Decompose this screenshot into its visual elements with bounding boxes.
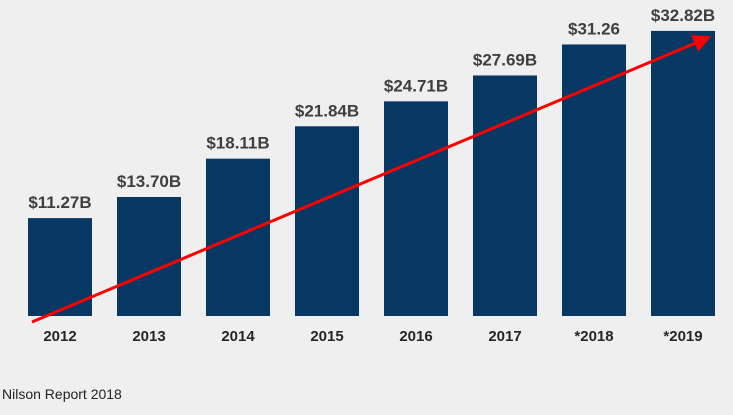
bar-proj-2018 (562, 44, 626, 316)
data-label-2017: $27.69B (473, 50, 537, 69)
x-tick-2016: 2016 (399, 328, 432, 345)
bar-2017 (473, 75, 537, 316)
data-label-proj-2018: $31.26 (568, 19, 620, 38)
bars-group (28, 30, 715, 317)
x-tick-2014: 2014 (221, 328, 255, 345)
bar-2015 (295, 126, 359, 316)
data-label-2014: $18.11B (206, 134, 269, 153)
bar-2014 (206, 158, 270, 316)
bar-2016 (384, 101, 448, 317)
source-caption: Nilson Report 2018 (2, 386, 122, 402)
data-label-2015: $21.84B (295, 101, 359, 120)
x-tick-proj-2018: *2018 (574, 328, 613, 345)
data-label-2012: $11.27B (28, 193, 91, 212)
data-label-2013: $13.70B (117, 172, 181, 191)
bar-2013 (117, 196, 181, 316)
x-tick-proj-2019: *2019 (663, 328, 702, 345)
x-tick-2017: 2017 (488, 328, 521, 345)
trend-arrow (31, 35, 712, 324)
x-tick-2013: 2013 (132, 328, 165, 345)
data-label-proj-2019: $32.82B (651, 6, 715, 25)
bar-proj-2019 (651, 30, 715, 317)
data-label-2016: $24.71B (384, 76, 448, 95)
x-tick-2015: 2015 (310, 328, 343, 345)
x-axis-tick-labels: 2012 2013 2014 2015 2016 2017 *2018 *2019 (43, 328, 702, 345)
data-labels-group: $11.27B $13.70B $18.11B $21.84B $24.71B $27.6… (28, 6, 715, 212)
x-tick-2012: 2012 (43, 328, 76, 345)
